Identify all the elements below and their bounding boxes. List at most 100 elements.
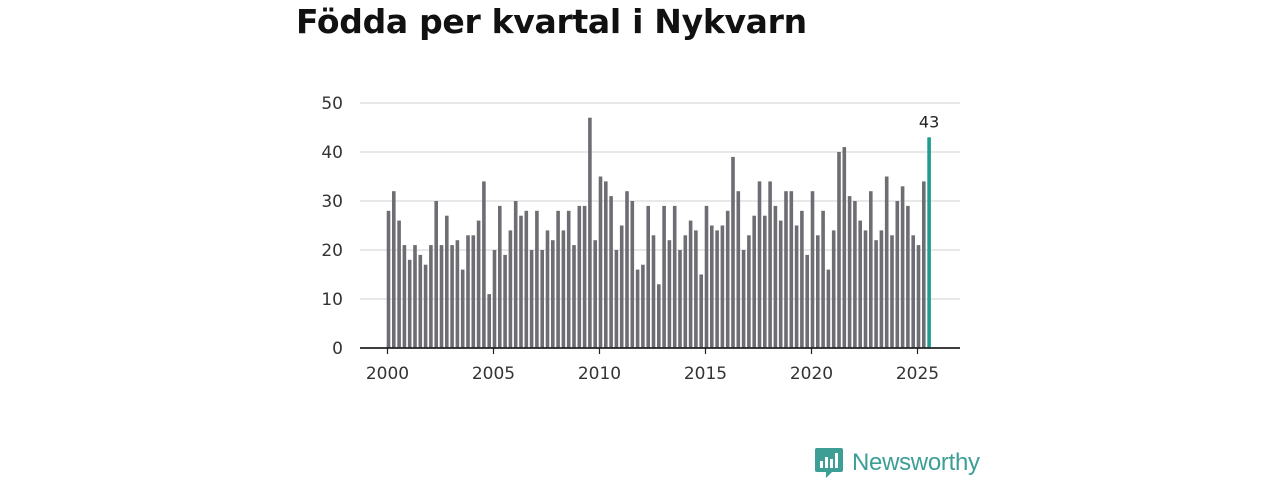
bar <box>757 181 762 348</box>
bar <box>402 245 407 348</box>
bar <box>604 181 608 348</box>
bar <box>694 230 698 348</box>
bar <box>609 196 613 348</box>
bar <box>906 205 910 348</box>
bar <box>879 230 884 348</box>
bar <box>487 294 491 348</box>
bar <box>672 205 677 348</box>
bar <box>503 254 507 348</box>
bar <box>667 240 672 348</box>
bar <box>418 254 423 348</box>
bar <box>593 240 597 348</box>
bar <box>630 201 635 348</box>
bar <box>651 235 656 348</box>
bar <box>741 250 746 348</box>
bar <box>450 245 454 348</box>
bar <box>561 230 566 348</box>
bar <box>524 210 529 348</box>
bar <box>900 186 905 348</box>
newsworthy-logo-icon <box>815 448 843 478</box>
bar <box>625 191 629 348</box>
bar <box>556 210 560 348</box>
bar <box>662 205 666 348</box>
bar <box>789 191 794 348</box>
bar <box>535 210 539 348</box>
bar <box>545 230 550 348</box>
bar <box>423 264 428 348</box>
y-axis: 0 10 20 30 40 50 <box>321 94 343 359</box>
bar <box>392 191 396 348</box>
page-title: Födda per kvartal i Nykvarn <box>296 2 807 41</box>
bar <box>858 220 862 348</box>
y-tick-label: 0 <box>332 339 343 359</box>
bar <box>710 225 714 348</box>
bar <box>529 250 534 348</box>
bar <box>466 235 470 348</box>
y-tick-label: 30 <box>321 192 343 212</box>
bar <box>810 191 815 348</box>
bar <box>508 230 513 348</box>
bar <box>869 191 873 348</box>
bar <box>842 147 847 348</box>
bar <box>683 235 688 348</box>
bar <box>429 245 433 348</box>
bar <box>614 250 619 348</box>
bar <box>778 220 783 348</box>
brand-name: Newsworthy <box>852 449 980 476</box>
bar <box>837 152 841 348</box>
bar <box>895 201 900 348</box>
bar <box>922 181 926 348</box>
bar <box>884 176 889 348</box>
bar <box>725 210 730 348</box>
bar <box>773 205 778 348</box>
y-tick-label: 40 <box>321 143 343 163</box>
bar-highlight <box>927 137 931 348</box>
bar <box>572 245 576 348</box>
bar <box>413 245 417 348</box>
bar <box>577 205 582 348</box>
bar <box>407 259 412 348</box>
bar <box>455 240 460 348</box>
bar <box>816 235 820 348</box>
bar <box>794 225 799 348</box>
bar <box>874 240 878 348</box>
y-tick-label: 20 <box>321 241 343 261</box>
bar <box>582 205 587 348</box>
bar <box>540 250 544 348</box>
bar <box>784 191 788 348</box>
bar <box>916 245 921 348</box>
bar <box>699 274 703 348</box>
bar <box>720 225 725 348</box>
bar <box>445 215 449 348</box>
bar <box>805 254 809 348</box>
bar <box>513 201 518 348</box>
bar <box>863 230 868 348</box>
bar <box>678 250 682 348</box>
bar <box>397 220 401 348</box>
bar <box>911 235 915 348</box>
x-tick-label: 2010 <box>578 364 621 384</box>
bar <box>492 250 497 348</box>
bar <box>736 191 741 348</box>
bar <box>826 269 831 348</box>
bar <box>831 230 836 348</box>
bars <box>386 117 931 348</box>
bar <box>619 225 624 348</box>
bar <box>688 220 693 348</box>
bar <box>715 230 719 348</box>
brand-logo: Newsworthy <box>814 446 980 480</box>
bar <box>434 201 438 348</box>
x-tick-label: 2000 <box>366 364 409 384</box>
y-tick-label: 50 <box>321 94 343 114</box>
bar <box>853 201 857 348</box>
bar <box>460 269 465 348</box>
y-tick-label: 10 <box>321 290 343 310</box>
bar <box>519 215 523 348</box>
bar <box>752 215 756 348</box>
bar <box>551 240 555 348</box>
bar <box>386 210 391 348</box>
bar <box>482 181 486 348</box>
bar <box>763 215 767 348</box>
highlight-data-label: 43 <box>919 112 939 131</box>
